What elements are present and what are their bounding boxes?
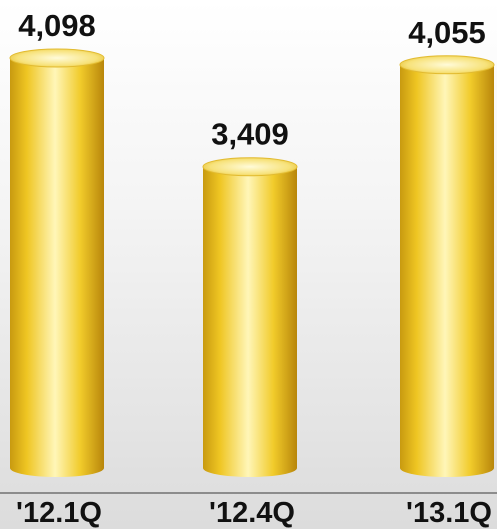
data-label: 4,098: [18, 8, 96, 43]
bar-body: [400, 64, 494, 478]
bar-body: [10, 58, 104, 477]
bar-top: [9, 48, 105, 68]
data-label: 4,055: [408, 15, 486, 50]
bar-top: [202, 157, 298, 177]
labels-layer: 4,098 '12.1Q 3,409 '12.4Q 4,055 '13.1Q: [16, 8, 492, 529]
x-tick-label: '12.4Q: [209, 497, 295, 529]
bar-1: [9, 48, 105, 477]
bar-top: [399, 55, 495, 75]
data-label: 3,409: [211, 117, 289, 152]
x-tick-label: '13.1Q: [406, 497, 492, 529]
bar-2: [202, 157, 298, 477]
bars-layer: [9, 48, 495, 478]
x-tick-label: '12.1Q: [16, 497, 102, 529]
bar-3: [399, 55, 495, 478]
bar-body: [203, 166, 297, 477]
